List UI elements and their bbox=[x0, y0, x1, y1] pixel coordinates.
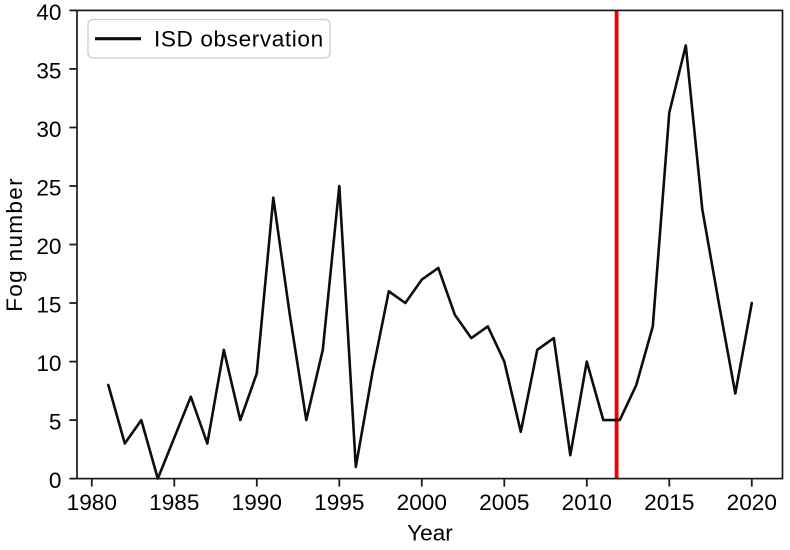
svg-text:ISD observation: ISD observation bbox=[154, 26, 324, 51]
svg-text:Fog number: Fog number bbox=[2, 177, 27, 312]
svg-text:1995: 1995 bbox=[314, 490, 364, 515]
svg-text:2020: 2020 bbox=[727, 490, 777, 515]
svg-text:Year: Year bbox=[407, 521, 453, 546]
svg-text:5: 5 bbox=[49, 410, 62, 435]
svg-text:15: 15 bbox=[36, 292, 61, 317]
svg-text:20: 20 bbox=[36, 234, 61, 259]
svg-text:1985: 1985 bbox=[149, 490, 199, 515]
svg-text:1990: 1990 bbox=[232, 490, 282, 515]
svg-text:30: 30 bbox=[36, 117, 61, 142]
svg-text:2000: 2000 bbox=[397, 490, 447, 515]
svg-text:2005: 2005 bbox=[479, 490, 529, 515]
svg-text:0: 0 bbox=[49, 468, 62, 493]
svg-text:35: 35 bbox=[36, 58, 61, 83]
svg-text:2015: 2015 bbox=[644, 490, 694, 515]
svg-text:25: 25 bbox=[36, 175, 61, 200]
svg-text:10: 10 bbox=[36, 351, 61, 376]
svg-text:40: 40 bbox=[36, 0, 61, 25]
svg-text:1980: 1980 bbox=[67, 490, 117, 515]
svg-text:2010: 2010 bbox=[562, 490, 612, 515]
